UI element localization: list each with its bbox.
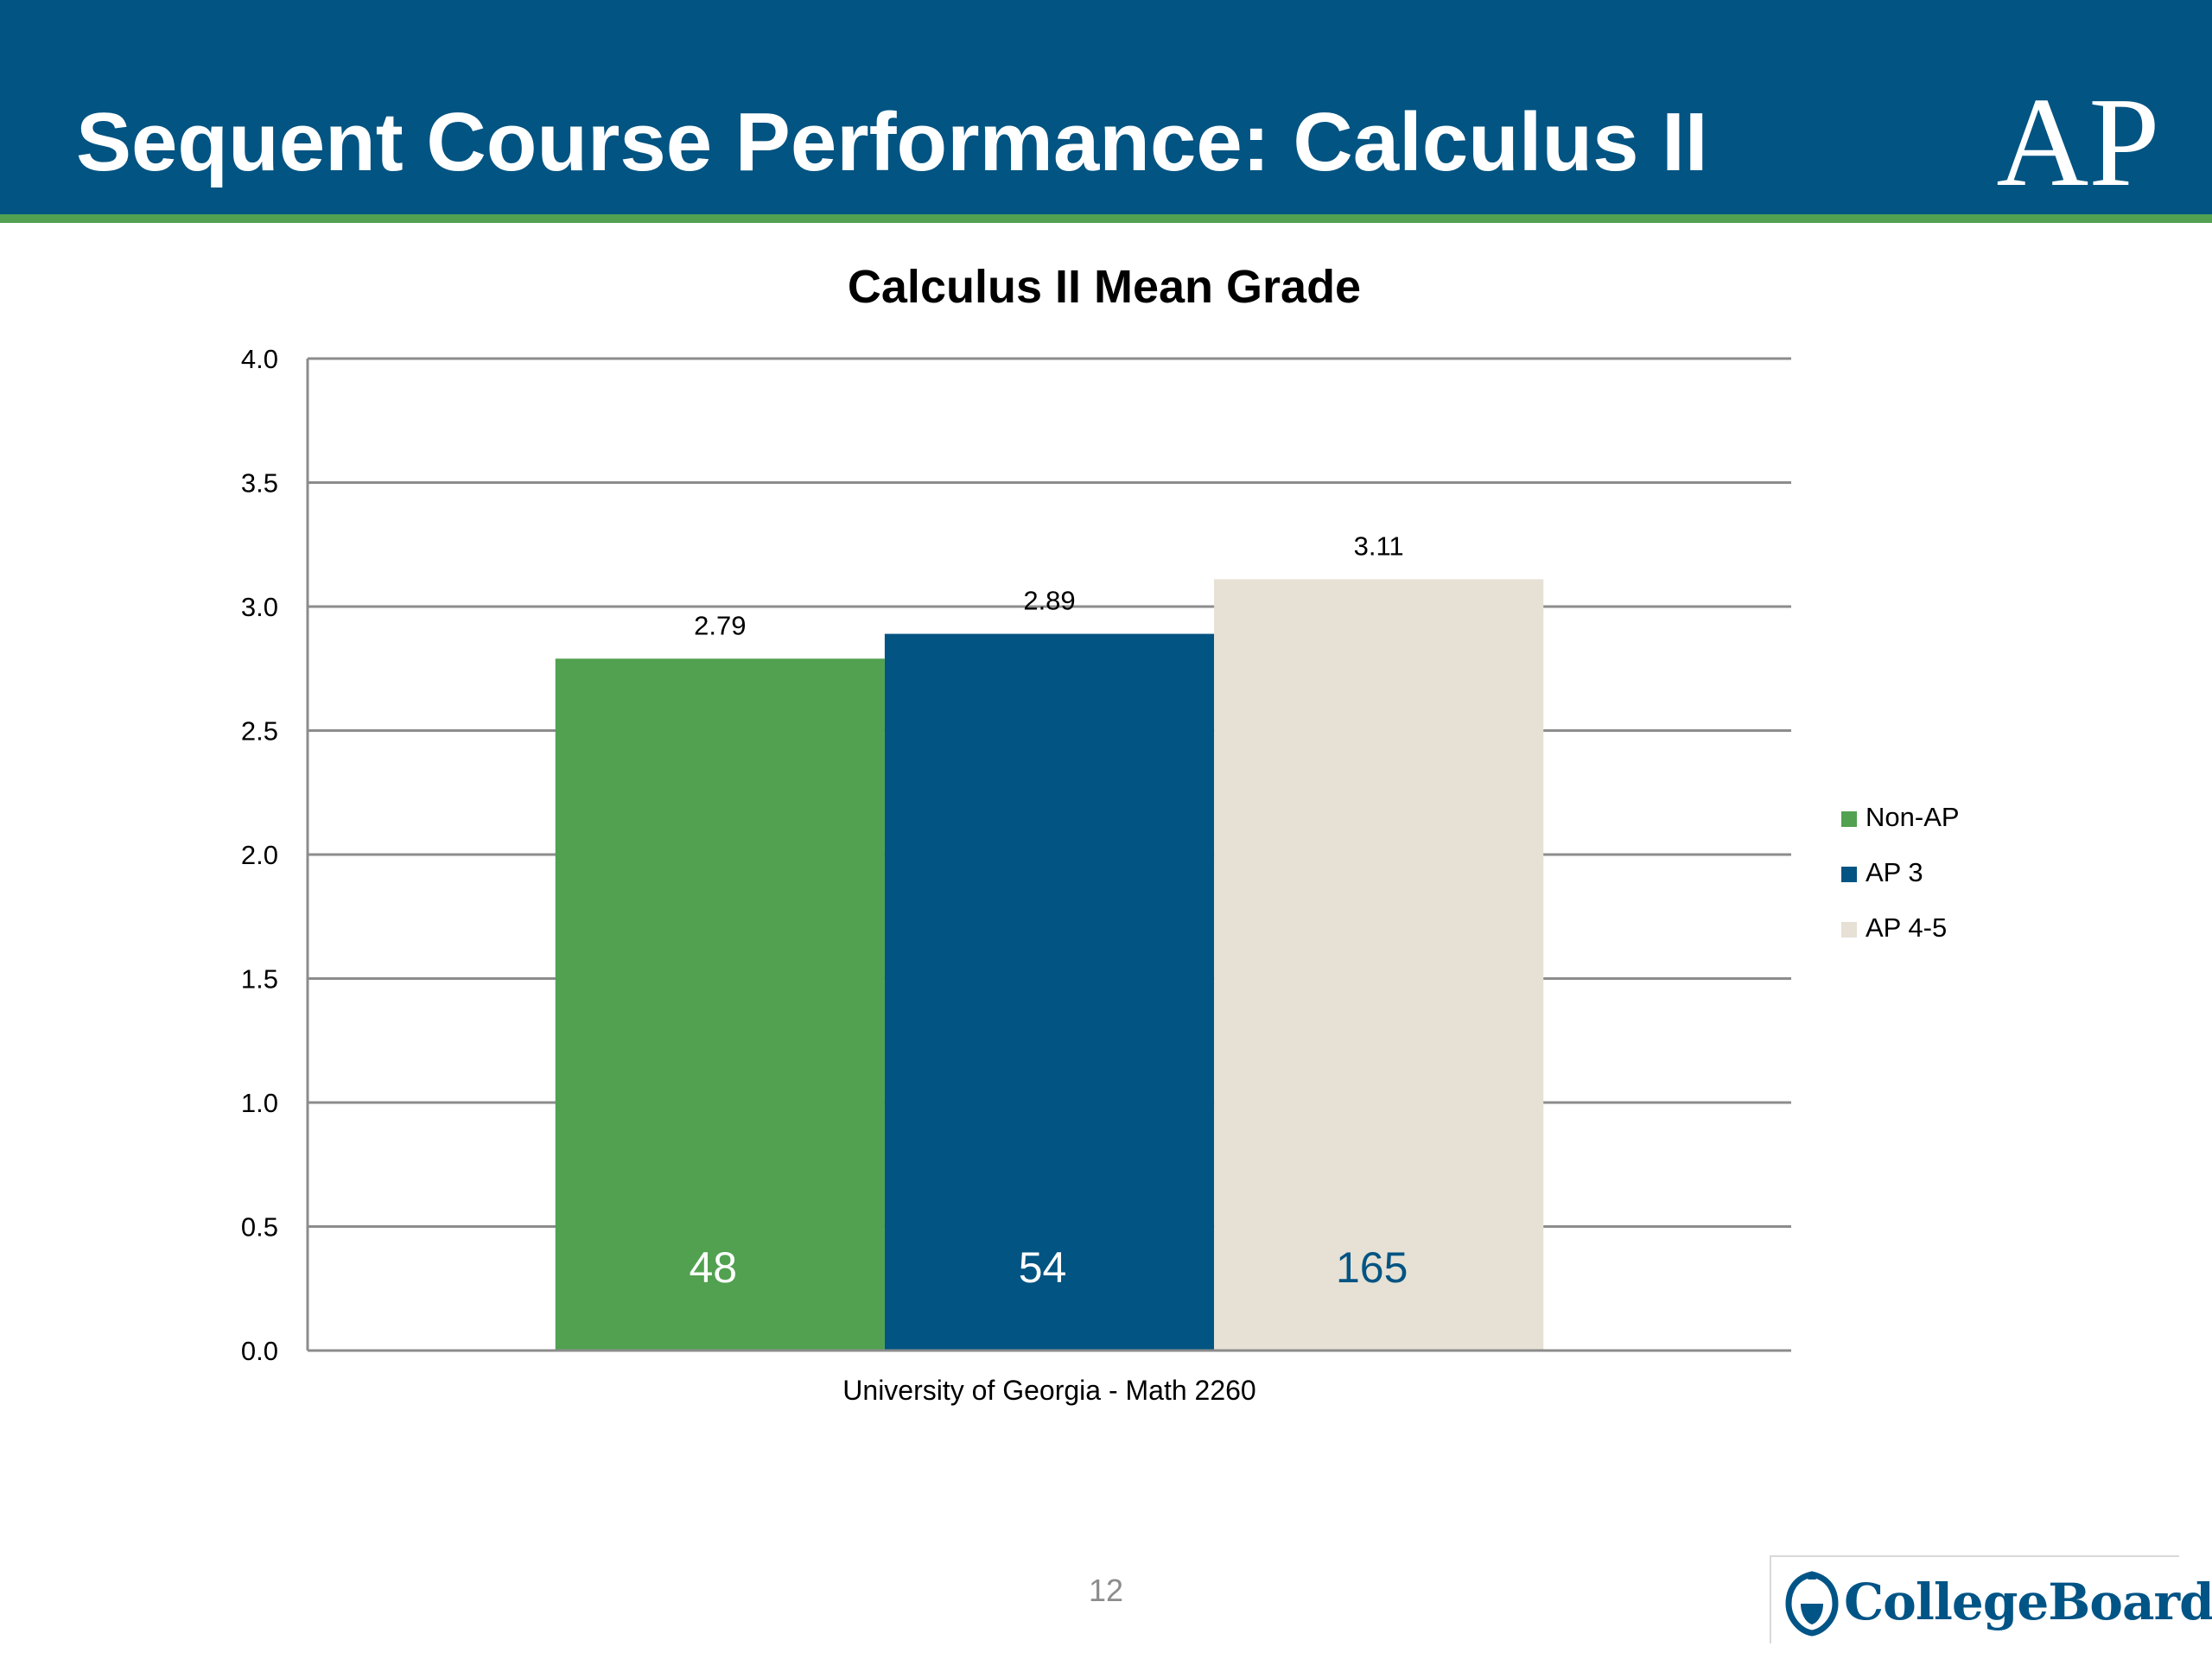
y-tick-label: 3.5 xyxy=(241,468,278,499)
college-board-logo-text: CollegeBoard xyxy=(1844,1573,2212,1631)
legend-swatch xyxy=(1841,811,1857,827)
college-board-logo: CollegeBoard xyxy=(1770,1555,2179,1643)
bar-value-label: 2.79 xyxy=(694,610,746,640)
bars xyxy=(556,579,1544,1351)
bar-count-label: 165 xyxy=(1336,1243,1408,1292)
y-tick-label: 1.0 xyxy=(241,1088,278,1118)
y-tick-label: 1.5 xyxy=(241,964,278,995)
bar-ap-4-5 xyxy=(1214,579,1543,1351)
legend-label: AP 3 xyxy=(1866,857,1923,887)
y-tick-label: 2.5 xyxy=(241,716,278,747)
legend-label: AP 4-5 xyxy=(1866,912,1947,943)
y-tick-label: 3.0 xyxy=(241,592,278,622)
legend-swatch xyxy=(1841,867,1857,882)
legend: Non-AP AP 3 AP 4-5 xyxy=(1841,802,1960,943)
y-tick-label: 2.0 xyxy=(241,840,278,870)
bar-value-label: 3.11 xyxy=(1354,531,1404,561)
legend-swatch xyxy=(1841,922,1857,938)
x-category-label: University of Georgia - Math 2260 xyxy=(842,1375,1255,1406)
y-tick-label: 0.0 xyxy=(241,1336,278,1366)
y-tick-label: 0.5 xyxy=(241,1212,278,1243)
legend-label: Non-AP xyxy=(1866,802,1960,832)
bar-value-label: 2.89 xyxy=(1023,586,1075,616)
chart-title: Calculus II Mean Grade xyxy=(848,261,1361,313)
bar-count-label: 48 xyxy=(690,1243,738,1292)
acorn-icon xyxy=(1783,1569,1840,1637)
bar-count-label: 54 xyxy=(1019,1243,1067,1292)
page-number: 12 xyxy=(1063,1573,1149,1609)
y-tick-label: 4.0 xyxy=(241,344,278,374)
